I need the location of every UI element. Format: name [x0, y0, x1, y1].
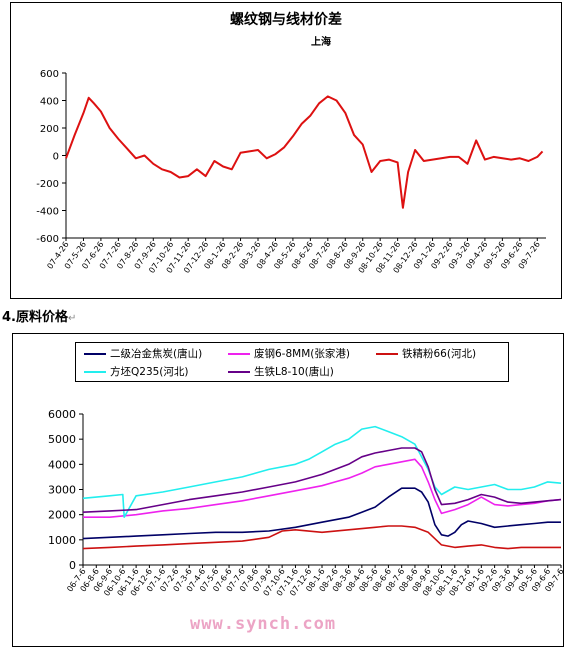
y-tick-label: 2000 [48, 509, 76, 522]
y-tick-label: 0 [69, 559, 76, 572]
raw-material-chart-svg: 600050004000300020001000006-7-606-8-606-… [48, 408, 565, 598]
legend-item: 铁精粉66(河北) [376, 346, 476, 361]
series-line-3 [82, 525, 561, 550]
legend-label: 铁精粉66(河北) [402, 348, 477, 360]
series-line-2 [83, 458, 562, 518]
legend-label: 二级冶金焦炭(唐山) [110, 348, 203, 360]
raw-material-chart-panel: 6000 5000 4000 3000 2000 1000 0 06-7-6 06-8-6 06-… [12, 333, 565, 647]
series-line-4 [82, 425, 562, 518]
legend-item: 生铁L8-10(唐山) [228, 364, 334, 379]
chart-title: 螺纹钢与线材价差 [230, 12, 342, 28]
y-tick-label: 6000 [48, 408, 76, 421]
legend-item: 二级冶金焦炭(唐山) [84, 346, 202, 361]
chart-subtitle: 上海 [311, 37, 331, 48]
y-tick-label: 200 [40, 124, 59, 135]
watermark: www.synch.com [190, 614, 337, 634]
y-tick-label: 400 [40, 97, 59, 108]
legend-swatch [376, 352, 398, 355]
spread-chart-panel: 螺纹钢与线材价差 上海 600 400 200 0 -200 -400 -600 07-4-2… [10, 2, 562, 299]
legend-label: 方坯Q235(河北) [110, 366, 189, 378]
legend-swatch [228, 370, 250, 373]
legend-label: 生铁L8-10(唐山) [254, 366, 334, 378]
y-tick-label: 4000 [48, 458, 76, 471]
series-line-5 [82, 447, 562, 513]
chart-legend: 二级冶金焦炭(唐山) 废钢6-8MM(张家港) 铁精粉66(河北) 方坯Q235… [75, 342, 509, 382]
paragraph-mark-icon: ↵ [67, 313, 77, 324]
y-tick-label: -200 [36, 179, 59, 190]
y-tick-label: 1000 [48, 534, 76, 547]
legend-item: 废钢6-8MM(张家港) [228, 346, 350, 361]
y-tick-label: -400 [36, 207, 59, 218]
y-tick-label: 3000 [48, 484, 76, 497]
legend-swatch [84, 370, 106, 373]
y-tick-label: 5000 [48, 433, 76, 446]
y-tick-label: 0 [53, 152, 59, 163]
y-tick-label: 600 [40, 69, 59, 80]
section-heading-text: 4.原料价格 [2, 310, 68, 325]
series-line-1 [82, 487, 561, 540]
legend-swatch [228, 352, 250, 355]
y-tick-label: -600 [36, 234, 59, 245]
series-line-1 [65, 95, 544, 209]
spread-chart-svg: 6004002000-200-400-60007-4-2607-5-2607-6… [36, 69, 546, 275]
section-heading: 4.原料价格↵ [2, 306, 76, 325]
legend-item: 方坯Q235(河北) [84, 364, 189, 379]
legend-label: 废钢6-8MM(张家港) [254, 348, 350, 360]
legend-swatch [84, 352, 106, 355]
